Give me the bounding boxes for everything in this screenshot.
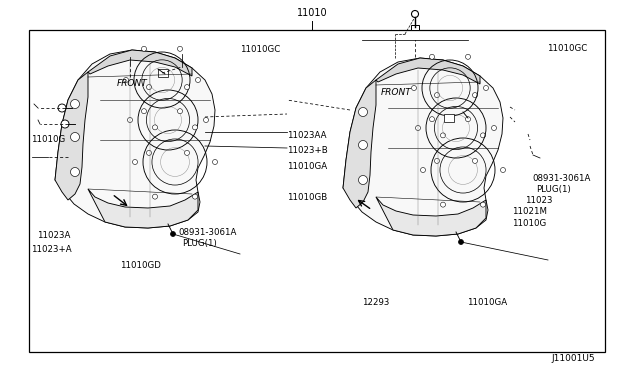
Circle shape: [177, 46, 182, 51]
Circle shape: [420, 167, 426, 173]
Bar: [411, 25, 419, 30]
Circle shape: [124, 77, 129, 83]
Circle shape: [483, 86, 488, 90]
Circle shape: [435, 158, 440, 163]
Circle shape: [429, 54, 435, 59]
Circle shape: [440, 133, 445, 138]
Text: 11010GB: 11010GB: [287, 193, 327, 202]
Polygon shape: [376, 58, 480, 84]
Text: 11010GD: 11010GD: [120, 262, 161, 270]
Text: 08931-3061A: 08931-3061A: [178, 228, 236, 237]
Circle shape: [58, 104, 66, 112]
Circle shape: [70, 167, 79, 176]
Circle shape: [415, 125, 420, 131]
Circle shape: [177, 109, 182, 114]
Circle shape: [204, 118, 209, 122]
Circle shape: [70, 132, 79, 141]
Circle shape: [70, 99, 79, 109]
Circle shape: [472, 93, 477, 97]
Bar: [444, 114, 454, 122]
Bar: [29, 30, 605, 352]
Circle shape: [193, 194, 198, 199]
Text: 11010: 11010: [297, 9, 328, 18]
Circle shape: [435, 93, 440, 97]
Circle shape: [492, 125, 497, 131]
Polygon shape: [343, 80, 376, 208]
Circle shape: [358, 108, 367, 116]
Text: 11010GA: 11010GA: [287, 162, 327, 171]
Text: 11023AA: 11023AA: [287, 131, 326, 140]
Circle shape: [170, 231, 175, 237]
Circle shape: [61, 120, 69, 128]
Circle shape: [458, 240, 463, 244]
Circle shape: [481, 202, 486, 207]
Circle shape: [412, 86, 417, 90]
Circle shape: [465, 117, 470, 122]
Circle shape: [141, 109, 147, 114]
Circle shape: [132, 160, 138, 164]
Polygon shape: [55, 50, 215, 228]
Bar: [158, 69, 168, 77]
Circle shape: [429, 117, 435, 122]
Circle shape: [472, 158, 477, 163]
Circle shape: [184, 84, 189, 90]
Text: 11010GA: 11010GA: [467, 298, 508, 307]
Circle shape: [152, 194, 157, 199]
Circle shape: [147, 150, 152, 155]
Circle shape: [465, 54, 470, 59]
Circle shape: [184, 150, 189, 155]
Polygon shape: [343, 58, 503, 236]
Text: 08931-3061A: 08931-3061A: [532, 174, 591, 183]
Circle shape: [358, 141, 367, 150]
Text: PLUG(1): PLUG(1): [182, 239, 217, 248]
Text: 11010GC: 11010GC: [240, 45, 280, 54]
Circle shape: [193, 125, 198, 130]
Circle shape: [481, 133, 486, 138]
Text: 11023: 11023: [525, 196, 552, 205]
Circle shape: [212, 160, 218, 164]
Text: 11023+A: 11023+A: [31, 246, 71, 254]
Polygon shape: [88, 50, 192, 76]
Text: 12293: 12293: [362, 298, 389, 307]
Polygon shape: [376, 197, 486, 236]
Circle shape: [358, 176, 367, 185]
Circle shape: [147, 84, 152, 90]
Text: J11001U5: J11001U5: [551, 355, 595, 363]
Circle shape: [152, 125, 157, 130]
Text: FRONT: FRONT: [381, 88, 412, 97]
Circle shape: [500, 167, 506, 173]
Text: 11021M: 11021M: [512, 207, 547, 216]
Text: 11010G: 11010G: [512, 219, 547, 228]
Circle shape: [127, 118, 132, 122]
Text: FRONT: FRONT: [116, 79, 147, 88]
Text: 11023A: 11023A: [37, 231, 70, 240]
Circle shape: [440, 202, 445, 207]
Polygon shape: [88, 189, 198, 228]
Text: 11010GC: 11010GC: [547, 44, 588, 53]
Text: 11023+B: 11023+B: [287, 146, 328, 155]
Text: 11010G: 11010G: [31, 135, 65, 144]
Circle shape: [195, 77, 200, 83]
Text: PLUG(1): PLUG(1): [536, 185, 571, 194]
Polygon shape: [55, 72, 88, 200]
Circle shape: [141, 46, 147, 51]
